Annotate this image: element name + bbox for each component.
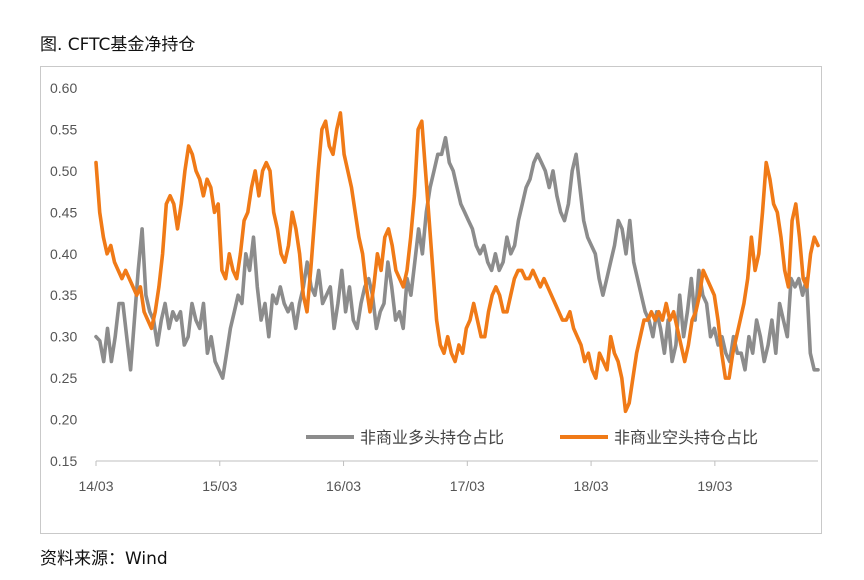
y-tick-label: 0.30: [50, 329, 77, 345]
legend: 非商业多头持仓占比 非商业空头持仓占比: [306, 428, 758, 447]
legend-label: 非商业多头持仓占比: [360, 428, 504, 447]
y-tick-label: 0.35: [50, 287, 77, 303]
y-tick-label: 0.25: [50, 370, 77, 386]
series-group: [94, 111, 820, 414]
y-tick-label: 0.40: [50, 246, 77, 262]
legend-label: 非商业空头持仓占比: [614, 428, 758, 447]
y-tick-label: 0.60: [50, 80, 77, 96]
chart-frame: [40, 66, 822, 534]
y-tick-label: 0.55: [50, 121, 77, 137]
x-tick-label: 14/03: [78, 478, 113, 494]
series-line-short: [94, 111, 820, 414]
x-tick-label: 19/03: [697, 478, 732, 494]
x-tick-label: 18/03: [574, 478, 609, 494]
y-tick-label: 0.15: [50, 453, 77, 469]
x-tick-label: 17/03: [450, 478, 485, 494]
source-note: 资料来源：Wind: [40, 549, 168, 569]
series-line-long: [94, 135, 820, 380]
x-tick-label: 16/03: [326, 478, 361, 494]
x-axis: 14/03 15/03 16/03 17/03 18/03 19/03: [78, 460, 818, 494]
y-axis: 0.60 0.55 0.50 0.45 0.40 0.35 0.30 0.25 0.20 0.15: [50, 80, 77, 469]
x-tick-label: 15/03: [202, 478, 237, 494]
y-tick-label: 0.50: [50, 163, 77, 179]
figure-title: 图. CFTC基金净持仓: [40, 35, 196, 55]
y-tick-label: 0.45: [50, 204, 77, 220]
y-tick-label: 0.20: [50, 412, 77, 428]
